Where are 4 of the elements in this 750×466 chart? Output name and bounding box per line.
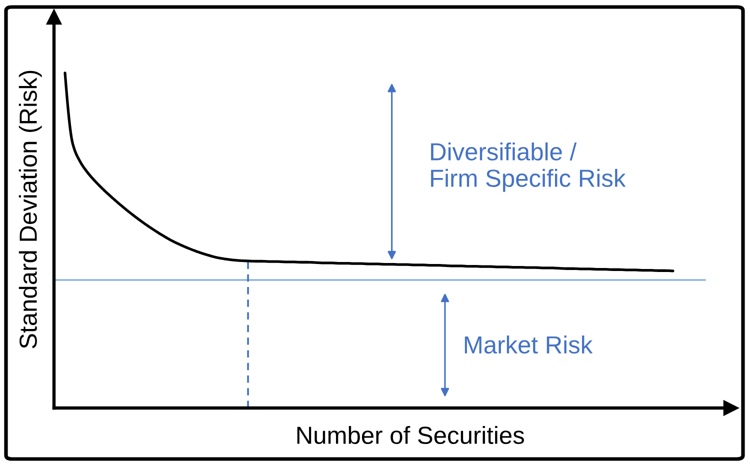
annotation: Market Risk xyxy=(464,336,593,354)
y-axis-title: Standard Deviation (Risk) xyxy=(18,70,42,348)
annotation: Diversifiable / Firm Specific Risk xyxy=(431,142,626,192)
x-axis-title: Number of Securities xyxy=(297,426,524,444)
